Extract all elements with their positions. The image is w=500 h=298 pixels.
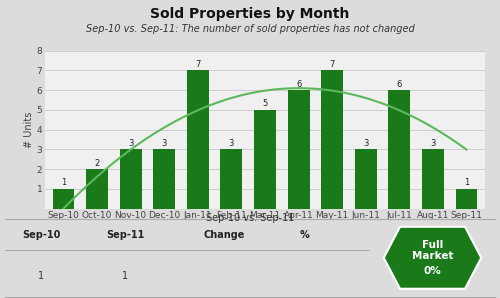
Text: Change: Change	[204, 229, 244, 240]
Text: 3: 3	[162, 139, 167, 148]
Y-axis label: # Units: # Units	[24, 111, 34, 148]
Bar	[288, 90, 310, 209]
Bar	[322, 70, 343, 209]
Bar	[86, 169, 108, 209]
Text: 1: 1	[61, 178, 66, 187]
Text: 7: 7	[195, 60, 200, 69]
Text: 3: 3	[128, 139, 134, 148]
Bar	[154, 149, 175, 209]
Text: 2: 2	[94, 159, 100, 167]
Text: Sep-10: Sep-10	[22, 229, 60, 240]
Text: Market: Market	[412, 251, 453, 261]
Text: 1: 1	[38, 271, 44, 281]
Text: 1: 1	[122, 271, 128, 281]
Text: 3: 3	[430, 139, 436, 148]
Bar	[456, 189, 477, 209]
Bar	[388, 90, 410, 209]
Text: Sold Properties by Month: Sold Properties by Month	[150, 7, 350, 21]
Text: 0%: 0%	[424, 266, 442, 276]
Text: Full: Full	[422, 240, 443, 250]
Bar	[220, 149, 242, 209]
Text: 1: 1	[464, 178, 469, 187]
Bar	[422, 149, 444, 209]
Bar	[355, 149, 376, 209]
Bar	[254, 110, 276, 209]
Text: 5: 5	[262, 99, 268, 108]
Text: 7: 7	[330, 60, 335, 69]
Text: 3: 3	[228, 139, 234, 148]
Bar	[52, 189, 74, 209]
Text: Sep-10 vs. Sep-11: Sep-10 vs. Sep-11	[206, 213, 294, 223]
Text: Sep-10 vs. Sep-11: The number of sold properties has not changed: Sep-10 vs. Sep-11: The number of sold pr…	[86, 24, 414, 35]
Text: 6: 6	[396, 80, 402, 89]
Bar	[187, 70, 208, 209]
Text: 3: 3	[363, 139, 368, 148]
Bar	[120, 149, 142, 209]
Polygon shape	[384, 227, 481, 289]
Text: Sep-11: Sep-11	[106, 229, 144, 240]
Text: 6: 6	[296, 80, 302, 89]
Text: %: %	[300, 229, 309, 240]
